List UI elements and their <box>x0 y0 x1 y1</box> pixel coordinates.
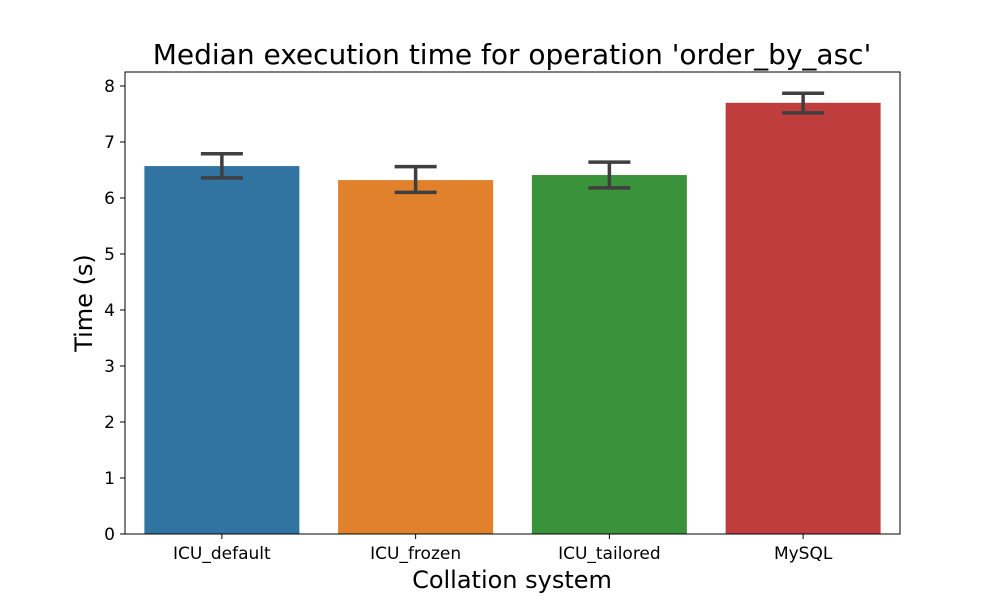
y-axis-label: Time (s) <box>70 254 98 353</box>
bar-icu-frozen <box>338 180 494 534</box>
y-tick-label: 0 <box>104 525 115 545</box>
error-bar-icu-tailored <box>588 160 631 190</box>
bar-icu-default <box>144 166 300 534</box>
bar-icu-tailored <box>531 175 687 535</box>
bar-mysql <box>725 102 881 535</box>
error-bar-mysql <box>782 91 825 115</box>
error-bars-layer <box>200 91 825 195</box>
y-axis: 0 1 2 3 4 5 6 7 8 <box>104 77 125 545</box>
y-tick-label: 7 <box>104 133 115 153</box>
x-tick-label: ICU_default <box>173 544 271 564</box>
error-bar-icu-frozen <box>394 164 437 195</box>
y-tick-label: 6 <box>104 189 115 209</box>
y-tick-label: 2 <box>104 413 115 433</box>
y-tick-label: 8 <box>104 77 115 97</box>
bars-layer <box>144 102 881 535</box>
y-tick-label: 5 <box>104 245 115 265</box>
y-tick-label: 4 <box>104 301 115 321</box>
x-tick-label: ICU_tailored <box>558 544 661 564</box>
x-tick-label: MySQL <box>774 544 833 564</box>
x-tick-label: ICU_frozen <box>370 544 461 564</box>
chart-title: Median execution time for operation 'ord… <box>153 38 872 71</box>
y-tick-label: 3 <box>104 357 115 377</box>
x-axis: ICU_default ICU_frozen ICU_tailored MySQL <box>173 534 833 564</box>
y-tick-label: 1 <box>104 469 115 489</box>
error-bar-icu-default <box>200 152 243 180</box>
plot-frame <box>124 71 901 535</box>
x-axis-label: Collation system <box>412 566 612 594</box>
